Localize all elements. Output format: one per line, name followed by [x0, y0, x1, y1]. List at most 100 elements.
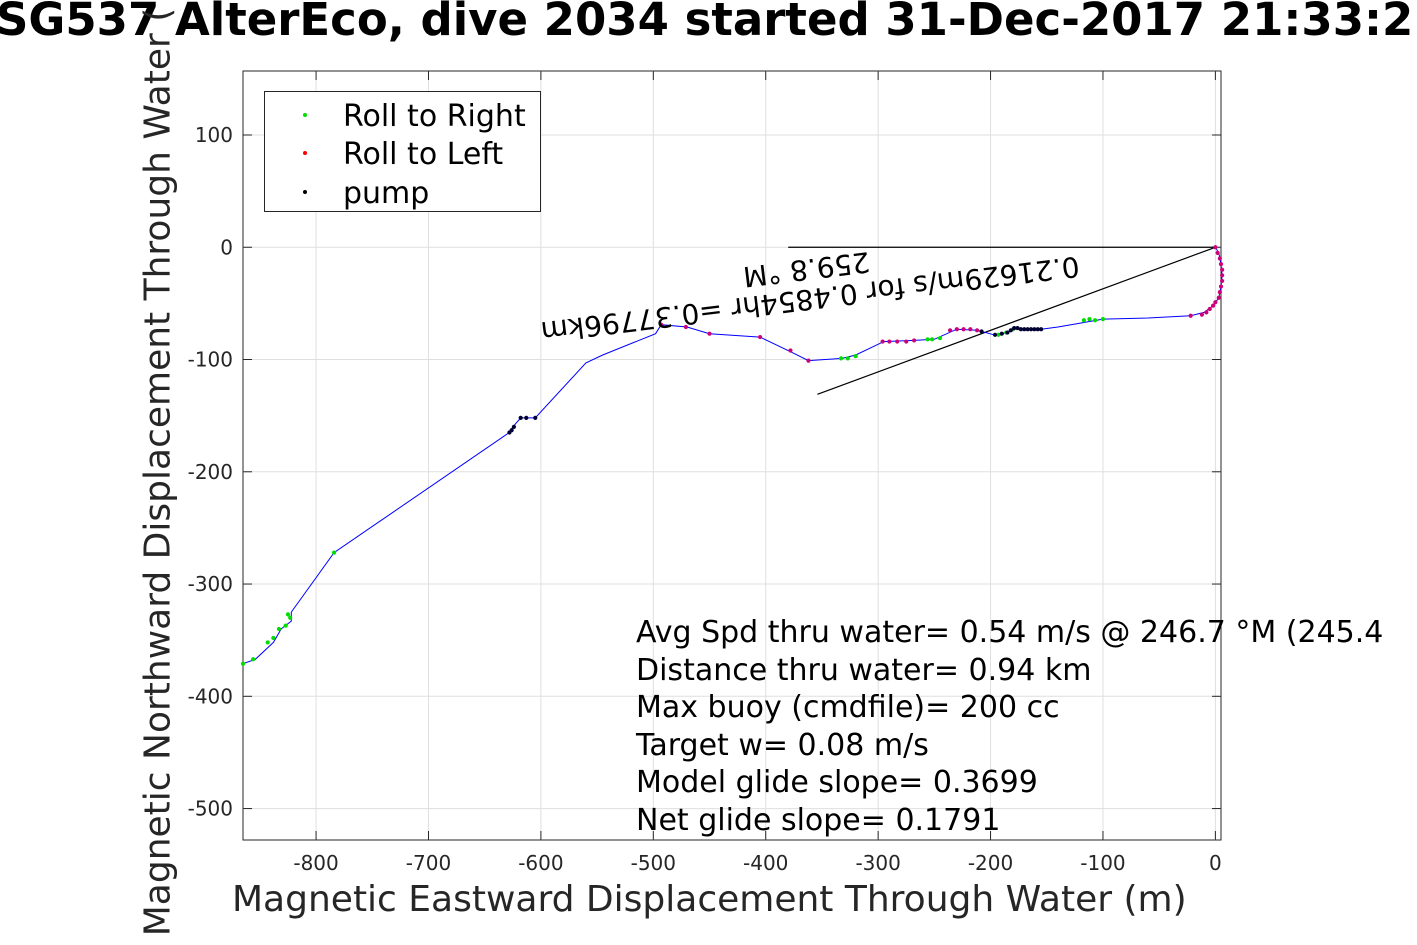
pump-point [533, 415, 538, 420]
legend-marker-green [303, 113, 307, 117]
x-tick-label: -500 [631, 851, 676, 875]
roll-left-point [1217, 256, 1222, 261]
legend-marker-red [303, 151, 307, 155]
pump-point [1028, 327, 1034, 332]
y-tick-label: -100 [188, 348, 233, 372]
legend-marker-black [303, 190, 307, 194]
legend-label: Roll to Right [343, 99, 526, 134]
roll-left-point [788, 348, 793, 353]
grid-lines [243, 71, 1221, 840]
roll-right-point [331, 550, 337, 555]
y-tick-label: -200 [188, 460, 233, 484]
y-tick-label: 100 [195, 123, 233, 147]
roll-right-point [240, 661, 246, 666]
roll-left-point [1204, 310, 1209, 315]
roll-right-point [845, 356, 850, 361]
stats-panel: Avg Spd thru water= 0.54 m/s @ 246.7 °M … [636, 614, 1383, 839]
pump-point [979, 329, 984, 334]
x-axis-label: Magnetic Eastward Displacement Through W… [232, 879, 1187, 920]
roll-left-point [974, 328, 980, 333]
roll-left-point [1217, 290, 1222, 295]
roll-left-point [1218, 261, 1224, 267]
stat-net-glide-slope: Net glide slope= 0.1791 [636, 802, 1001, 838]
pump-point [1035, 327, 1040, 332]
roll-right-point [929, 337, 935, 342]
roll-left-point [880, 339, 885, 344]
legend: Roll to Right Roll to Left pump [264, 91, 541, 212]
legend-item-pump: pump [265, 173, 540, 211]
roll-right-point [1081, 318, 1086, 323]
points-layer [240, 245, 1225, 666]
legend-label: Roll to Left [343, 137, 504, 172]
roll-left-point [1216, 295, 1221, 300]
axis-ticks [243, 71, 1221, 840]
stat-avg-speed: Avg Spd thru water= 0.54 m/s @ 246.7 °M … [636, 615, 1384, 650]
pump-point [1032, 327, 1037, 332]
roll-right-point [265, 640, 270, 645]
roll-left-point [912, 338, 917, 343]
roll-right-point [838, 356, 844, 361]
roll-left-point [947, 328, 953, 333]
x-tick-label: 0 [1209, 851, 1222, 875]
roll-left-point [1188, 313, 1193, 318]
stat-max-buoy: Max buoy (cmdfile)= 200 cc [636, 690, 1060, 725]
roll-left-point [1213, 300, 1218, 305]
roll-left-point [904, 339, 909, 344]
roll-left-point [968, 327, 973, 332]
pump-point [1015, 325, 1020, 331]
legend-item-roll-right: Roll to Right [265, 96, 540, 134]
pump-point [1018, 327, 1024, 332]
roll-left-point [961, 327, 966, 332]
roll-right-point [1092, 318, 1098, 323]
chart-title: SG537 AlterEco, dive 2034 started 31-Dec… [0, 0, 1414, 46]
roll-left-point [683, 324, 689, 330]
y-tick-label: -300 [188, 572, 233, 596]
roll-right-point [251, 657, 256, 662]
pump-point [992, 332, 998, 337]
roll-right-point [937, 336, 943, 341]
reference-line [817, 246, 1216, 395]
roll-left-point [1207, 306, 1212, 312]
roll-left-point [895, 339, 900, 344]
roll-left-point [1220, 278, 1225, 284]
roll-right-point [283, 623, 288, 628]
roll-left-point [1199, 312, 1204, 317]
roll-right-point [276, 626, 282, 632]
roll-left-point [806, 358, 811, 363]
x-tick-label: -400 [743, 851, 788, 875]
roll-left-point [1211, 303, 1216, 308]
roll-right-point [271, 635, 276, 641]
roll-right-point [285, 612, 291, 617]
pump-point [511, 424, 517, 429]
roll-left-point [887, 339, 892, 344]
y-axis-label: Magnetic Northward Displacement Through … [137, 7, 179, 937]
roll-right-point [996, 332, 1001, 337]
roll-right-point [925, 337, 930, 342]
roll-right-point [1087, 317, 1092, 322]
stat-target-w: Target w= 0.08 m/s [636, 727, 929, 763]
y-tick-label: -500 [188, 797, 233, 821]
roll-left-point [954, 327, 959, 332]
roll-left-point [707, 331, 712, 336]
stat-distance: Distance thru water= 0.94 km [636, 652, 1092, 688]
x-tick-label: -100 [1080, 851, 1125, 875]
x-tick-label: -700 [406, 851, 451, 875]
pump-point [1008, 328, 1013, 333]
x-tick-label: -600 [518, 851, 563, 875]
pump-point [1012, 325, 1017, 331]
pump-point [524, 415, 529, 420]
roll-left-point [1220, 273, 1225, 278]
x-tick-label: -800 [293, 851, 338, 875]
reference-lines [788, 246, 1216, 395]
tick-labels: -800 -700 -600 -500 -400 -300 -200 -100 0 -500 -40… [188, 123, 1222, 875]
roll-right-point [288, 615, 293, 620]
stat-model-glide-slope: Model glide slope= 0.3699 [636, 765, 1038, 800]
roll-left-point [659, 322, 664, 327]
y-tick-label: 0 [220, 235, 233, 259]
legend-label: pump [343, 176, 430, 211]
roll-left-point [1215, 250, 1220, 255]
x-tick-label: -200 [968, 851, 1013, 875]
roll-right-point [853, 354, 858, 359]
pump-point [1022, 327, 1027, 332]
x-tick-label: -300 [855, 851, 900, 875]
